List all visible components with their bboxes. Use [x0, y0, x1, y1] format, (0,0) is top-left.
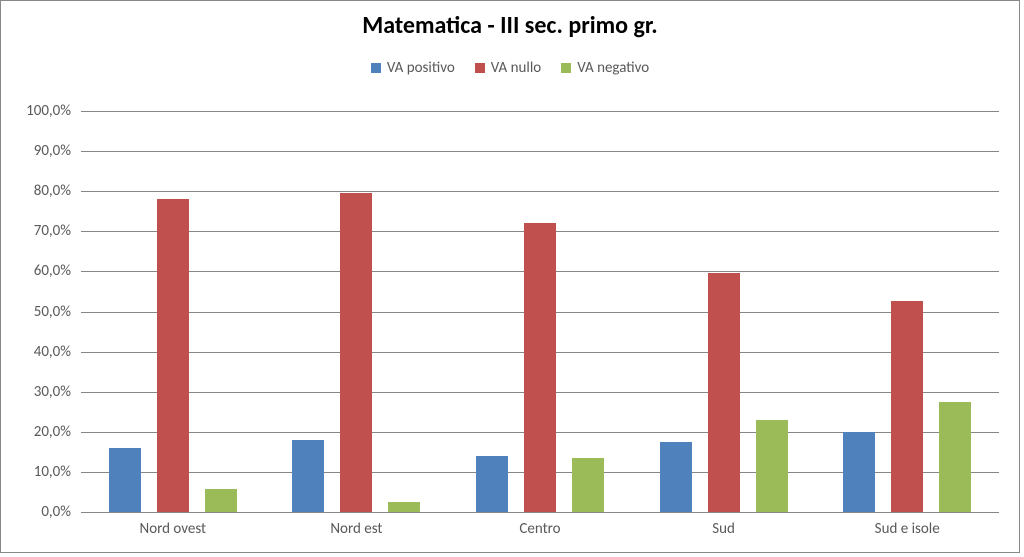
bar	[572, 458, 604, 512]
legend-item: VA negativo	[561, 59, 649, 77]
legend-item: VA nullo	[475, 59, 541, 77]
bar	[756, 420, 788, 512]
chart-container: Matematica - III sec. primo gr. VA posit…	[0, 0, 1020, 553]
bar	[109, 448, 141, 512]
bar	[476, 456, 508, 512]
gridline	[81, 151, 999, 152]
x-axis-label: Centro	[519, 520, 560, 538]
x-axis-label: Nord est	[330, 520, 382, 538]
bar	[157, 199, 189, 512]
bar	[660, 442, 692, 512]
legend-swatch	[371, 63, 381, 73]
y-axis-label: 10,0%	[16, 463, 71, 481]
y-axis-label: 0,0%	[16, 503, 71, 521]
y-axis-label: 100,0%	[16, 102, 71, 120]
y-axis-label: 20,0%	[16, 423, 71, 441]
plot-area: 0,0%10,0%20,0%30,0%40,0%50,0%60,0%70,0%8…	[81, 111, 999, 513]
legend-label: VA positivo	[387, 59, 455, 77]
bar	[524, 223, 556, 512]
gridline	[81, 111, 999, 112]
legend-swatch	[475, 63, 485, 73]
bar	[843, 432, 875, 512]
legend-label: VA nullo	[491, 59, 541, 77]
legend-item: VA positivo	[371, 59, 455, 77]
y-axis-label: 40,0%	[16, 343, 71, 361]
legend-label: VA negativo	[577, 59, 649, 77]
y-axis-label: 70,0%	[16, 222, 71, 240]
legend-swatch	[561, 63, 571, 73]
bar	[292, 440, 324, 512]
legend: VA positivo VA nullo VA negativo	[1, 59, 1019, 77]
bar	[388, 502, 420, 512]
y-axis-label: 80,0%	[16, 182, 71, 200]
bar	[891, 301, 923, 512]
x-axis-label: Nord ovest	[140, 520, 207, 538]
bar	[939, 402, 971, 512]
bar	[708, 273, 740, 512]
x-axis-label: Sud e isole	[875, 520, 940, 538]
gridline	[81, 191, 999, 192]
y-axis-label: 90,0%	[16, 142, 71, 160]
bar	[205, 489, 237, 512]
y-axis-label: 60,0%	[16, 262, 71, 280]
chart-title: Matematica - III sec. primo gr.	[1, 11, 1019, 40]
x-axis-label: Sud	[712, 520, 735, 538]
bar	[340, 193, 372, 512]
y-axis-label: 50,0%	[16, 303, 71, 321]
gridline	[81, 512, 999, 513]
y-axis-label: 30,0%	[16, 383, 71, 401]
